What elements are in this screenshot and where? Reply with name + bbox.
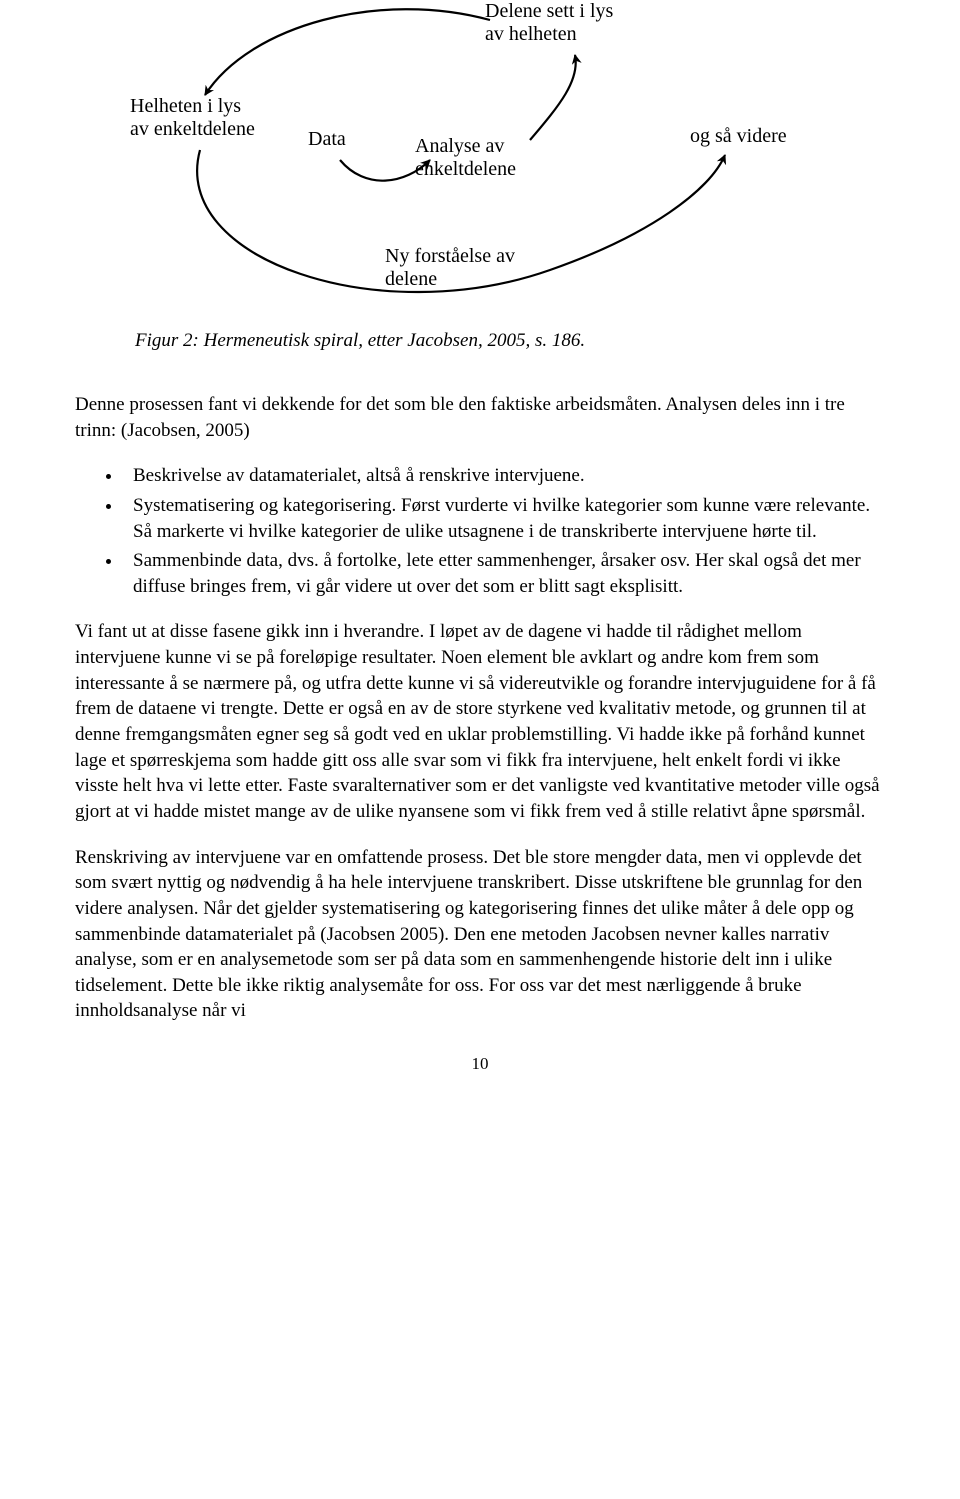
list-item: Beskrivelse av datamaterialet, altså å r…: [123, 463, 885, 489]
document-page: Delene sett i lys av helheten Helheten i…: [0, 0, 960, 1114]
list-item: Sammenbinde data, dvs. å fortolke, lete …: [123, 548, 885, 599]
hermeneutic-spiral-diagram: Delene sett i lys av helheten Helheten i…: [130, 0, 830, 320]
figure-caption: Figur 2: Hermeneutisk spiral, etter Jaco…: [135, 330, 885, 352]
label-analyse: Analyse av enkeltdelene: [415, 135, 516, 181]
main-paragraph: Vi fant ut at disse fasene gikk inn i hv…: [75, 619, 885, 824]
last-paragraph: Renskriving av intervjuene var en omfatt…: [75, 845, 885, 1024]
label-delene-sett: Delene sett i lys av helheten: [485, 0, 613, 46]
label-ny-forstaelse: Ny forståelse av delene: [385, 245, 515, 291]
page-number: 10: [75, 1054, 885, 1074]
analysis-steps-list: Beskrivelse av datamaterialet, altså å r…: [75, 463, 885, 599]
intro-paragraph: Denne prosessen fant vi dekkende for det…: [75, 392, 885, 443]
label-og-sa-videre: og så videre: [690, 125, 787, 148]
label-helheten: Helheten i lys av enkeltdelene: [130, 95, 255, 141]
list-item: Systematisering og kategorisering. Først…: [123, 493, 885, 544]
label-data: Data: [308, 128, 346, 151]
